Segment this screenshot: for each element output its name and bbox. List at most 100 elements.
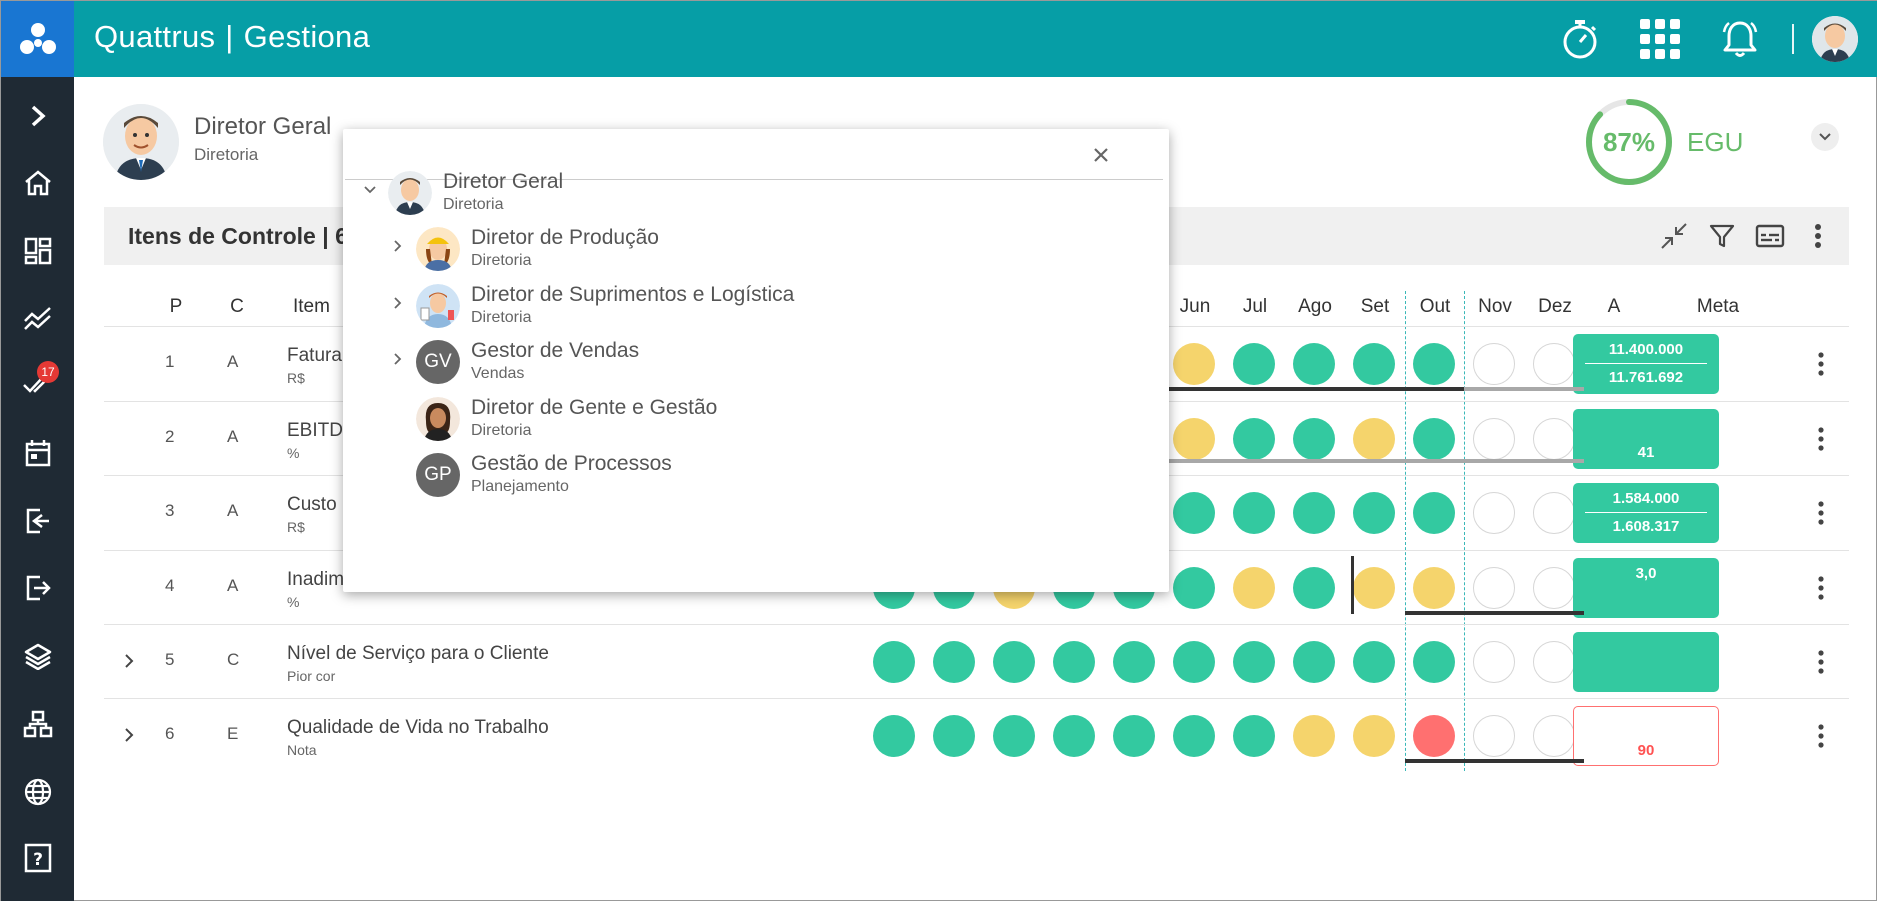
tree-node-name[interactable]: Diretor de Produção [471,226,659,249]
row-more-button[interactable] [1813,349,1829,379]
status-dot[interactable] [1173,715,1215,757]
tree-node[interactable]: Diretor de Produção Diretoria [394,215,1123,275]
tree-node[interactable]: Diretor de Suprimentos e Logística Direto… [394,272,1123,332]
status-dot[interactable] [1533,715,1575,757]
profile-avatar[interactable] [103,104,179,180]
sidebar-item-globe[interactable] [1,767,74,817]
col-header-month[interactable]: Ago [1298,296,1332,317]
status-dot[interactable] [933,715,975,757]
sidebar-expand[interactable] [1,91,74,141]
popup-close-button[interactable] [1088,142,1114,168]
status-dot[interactable] [1533,641,1575,683]
status-dot[interactable] [1473,343,1515,385]
status-dot[interactable] [1353,492,1395,534]
sidebar-item-trends[interactable] [1,293,74,343]
user-avatar[interactable] [1812,16,1858,62]
table-row[interactable]: 5 C Nível de Serviço para o Cliente Pior co… [104,624,1849,698]
status-dot[interactable] [1413,567,1455,609]
status-dot[interactable] [1233,567,1275,609]
row-more-button[interactable] [1813,498,1829,528]
status-dot[interactable] [1113,641,1155,683]
status-dot[interactable] [1173,567,1215,609]
status-dot[interactable] [873,641,915,683]
status-dot[interactable] [1293,418,1335,460]
row-item-title[interactable]: EBITD [287,420,343,441]
sidebar-item-layers[interactable] [1,631,74,681]
status-dot[interactable] [1473,641,1515,683]
status-dot[interactable] [1473,418,1515,460]
status-dot[interactable] [1413,343,1455,385]
stopwatch-icon[interactable] [1540,1,1620,77]
row-item-title[interactable]: Qualidade de Vida no Trabalho [287,717,549,738]
tree-node-name[interactable]: Gestor de Vendas [471,339,640,362]
sidebar-item-logout[interactable] [1,563,74,613]
tree-toggle[interactable] [361,181,379,199]
col-header-month[interactable]: Out [1419,296,1451,317]
status-dot[interactable] [1233,418,1275,460]
sidebar-item-calendar[interactable] [1,428,74,478]
col-header-p[interactable]: P [169,296,183,317]
status-dot[interactable] [1533,418,1575,460]
status-dot[interactable] [1113,715,1155,757]
status-dot[interactable] [1173,418,1215,460]
status-dot[interactable] [1293,641,1335,683]
status-dot[interactable] [1353,418,1395,460]
row-expand-button[interactable] [119,649,139,673]
status-dot[interactable] [993,641,1035,683]
status-dot[interactable] [1473,492,1515,534]
col-header-month[interactable]: Dez [1538,296,1572,317]
apps-grid-icon[interactable] [1620,1,1700,77]
status-dot[interactable] [1173,492,1215,534]
status-dot[interactable] [1173,343,1215,385]
sidebar-item-tasks[interactable]: 17 [1,359,74,409]
bell-icon[interactable] [1700,1,1780,77]
row-meta[interactable]: 41 [1573,409,1719,469]
status-dot[interactable] [1533,343,1575,385]
row-more-button[interactable] [1813,573,1829,603]
status-dot[interactable] [1413,418,1455,460]
row-item-title[interactable]: Inadim [287,569,345,590]
tree-node-name[interactable]: Diretor de Gente e Gestão [471,396,718,419]
status-dot[interactable] [1233,641,1275,683]
col-header-meta[interactable]: Meta [1696,296,1740,317]
status-dot[interactable] [1293,343,1335,385]
col-header-a[interactable]: A [1607,296,1621,317]
status-dot[interactable] [1353,715,1395,757]
status-dot[interactable] [1353,641,1395,683]
row-more-button[interactable] [1813,424,1829,454]
status-dot[interactable] [1233,343,1275,385]
tree-toggle[interactable] [389,350,407,368]
status-dot[interactable] [1233,492,1275,534]
status-dot[interactable] [873,715,915,757]
tree-node-name[interactable]: Diretor de Suprimentos e Logística [471,283,795,306]
table-row[interactable]: 4 A Inadim% 3,0 [104,550,1849,624]
tree-node[interactable]: GP Gestão de Processos Planejamento [399,441,1123,501]
panel-more-button[interactable] [1801,219,1835,253]
collapse-button[interactable] [1657,219,1691,253]
tree-node[interactable]: GV Gestor de Vendas Vendas [394,328,1123,388]
row-more-button[interactable] [1813,721,1829,751]
score-expand-button[interactable] [1811,123,1839,151]
row-item-title[interactable]: Nível de Serviço para o Cliente [287,643,549,664]
status-dot[interactable] [1473,715,1515,757]
sidebar-item-home[interactable] [1,158,74,208]
status-dot[interactable] [1233,715,1275,757]
status-dot[interactable] [1053,715,1095,757]
subtitles-button[interactable] [1753,219,1787,253]
status-dot[interactable] [1413,715,1455,757]
row-item-title[interactable]: Custo [287,494,337,515]
status-dot[interactable] [1353,567,1395,609]
tree-toggle[interactable] [389,237,407,255]
status-dot[interactable] [1293,492,1335,534]
col-header-month[interactable]: Jul [1242,296,1268,317]
row-meta[interactable]: 3,0 [1573,558,1719,618]
row-meta[interactable] [1573,632,1719,692]
status-dot[interactable] [1413,641,1455,683]
app-logo[interactable] [1,1,74,77]
row-more-button[interactable] [1813,647,1829,677]
status-dot[interactable] [1053,641,1095,683]
status-dot[interactable] [1533,492,1575,534]
col-header-c[interactable]: C [230,296,244,317]
sidebar-item-dashboard[interactable] [1,226,74,276]
sidebar-item-hierarchy[interactable] [1,699,74,749]
